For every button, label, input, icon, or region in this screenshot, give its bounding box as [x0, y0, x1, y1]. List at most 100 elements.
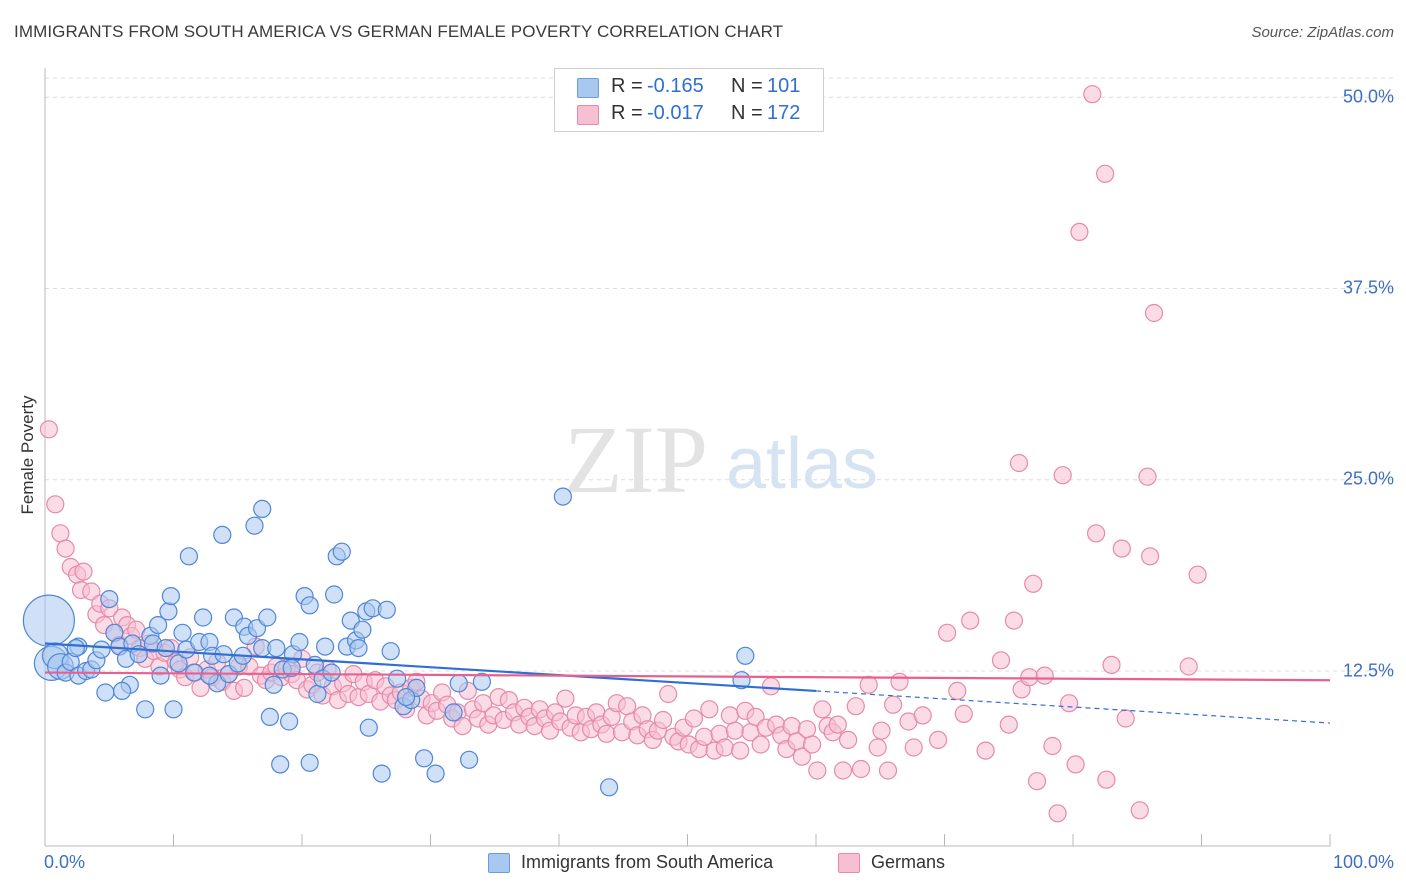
source-label: Source: ZipAtlas.com [1251, 24, 1394, 41]
pts-pink-point [1140, 547, 1160, 566]
pts-pink-point [828, 715, 847, 734]
pts-blue-point [194, 608, 213, 627]
pts-blue-point [377, 600, 396, 619]
pts-pink-point [883, 695, 903, 714]
pts-blue-point [271, 755, 290, 774]
trend-line-south-america [44, 642, 817, 693]
bottom-legend-swatch-blue [488, 853, 510, 873]
pts-blue-point [316, 637, 335, 656]
pts-pink-point [1043, 736, 1062, 756]
pts-blue-point [415, 749, 434, 768]
pts-blue-point [308, 684, 327, 704]
pts-blue-point [349, 638, 368, 658]
pts-pink-point [1102, 655, 1121, 675]
pts-pink-point [851, 759, 871, 779]
chart-title: IMMIGRANTS FROM SOUTH AMERICA VS GERMAN … [14, 22, 784, 41]
pts-pink-point [1070, 222, 1089, 241]
pts-pink-point [1144, 303, 1164, 323]
pts-pink-point [797, 720, 817, 739]
legend-n-value-pink: 172 [767, 102, 801, 124]
pts-pink-point [890, 672, 909, 691]
pts-pink-point [1179, 657, 1198, 676]
legend: R = -0.165 N = 101 R = -0.017 N = 172 [554, 68, 824, 132]
pts-pink-point [802, 735, 822, 754]
pts-blue-point [161, 586, 180, 606]
legend-n-label: N = [731, 75, 763, 97]
pts-pink-point [191, 678, 210, 698]
pts-blue-point [179, 547, 198, 566]
pts-blue-point [325, 585, 344, 604]
pts-pink-point [556, 689, 575, 708]
pts-blue-point [300, 596, 319, 615]
pts-blue-point [245, 516, 264, 535]
pts-pink-point [1004, 611, 1024, 630]
pts-pink-point [1027, 772, 1047, 791]
legend-r-label: R = [611, 102, 643, 124]
pts-blue-point [460, 750, 479, 769]
pts-pink-point [1009, 453, 1029, 473]
legend-row-pink: R = -0.017 N = 172 [555, 102, 823, 126]
pts-pink-point [833, 761, 853, 780]
pts-pink-point [1024, 574, 1043, 593]
pts-blue-point [92, 640, 111, 659]
pts-pink-point [961, 611, 980, 630]
pts-pink-point [1086, 524, 1106, 543]
pts-pink-point [1095, 164, 1115, 183]
grid-lines [45, 77, 1393, 672]
pts-pink-point [597, 724, 616, 743]
pts-blue-point [388, 669, 407, 688]
pts-pink-point [82, 582, 101, 601]
pts-blue-point [258, 608, 277, 627]
pts-blue-point [164, 700, 183, 719]
pts-blue-point [290, 632, 309, 652]
pts-blue-point [159, 602, 178, 621]
pts-blue-point [397, 687, 416, 707]
pts-blue-point [736, 646, 755, 665]
pts-blue-point [449, 674, 468, 693]
legend-n-value-blue: 101 [767, 75, 801, 97]
pts-pink-point [976, 741, 995, 760]
pts-pink-point [761, 677, 781, 696]
x-tick-0: 0.0% [44, 852, 86, 872]
watermark-zip: ZIP [564, 406, 708, 513]
legend-row-blue: R = -0.165 N = 101 [555, 75, 823, 99]
pts-blue-point [359, 718, 378, 737]
pts-pink-point [700, 700, 719, 719]
pts-pink-point [1083, 85, 1102, 104]
pts-pink-point [954, 704, 973, 724]
pts-pink-point [878, 761, 898, 780]
bottom-legend-swatch-pink [838, 853, 860, 873]
pts-blue-point [151, 666, 170, 685]
y-tick-12-5: 12.5% [1342, 660, 1394, 681]
pts-pink-point [617, 697, 637, 716]
trend-lines [44, 642, 1331, 724]
pts-pink-point [1048, 804, 1067, 823]
pts-blue-point [267, 638, 286, 658]
pts-blue-point [149, 615, 168, 635]
pts-blue-point [353, 620, 372, 639]
pts-pink-point [1188, 565, 1207, 584]
pts-blue-point [260, 707, 279, 727]
pts-pink-point [653, 710, 673, 730]
pts-blue-point [322, 663, 341, 682]
pts-blue-point [599, 778, 619, 797]
legend-r-label: R = [611, 75, 643, 97]
pts-pink-point [1112, 539, 1131, 558]
watermark-atlas: atlas [726, 424, 878, 504]
pts-pink-point [868, 738, 887, 757]
pts-pink-point [453, 716, 472, 736]
pts-pink-point [1066, 755, 1085, 774]
pts-pink-point [1130, 801, 1149, 820]
pts-pink-point [904, 738, 923, 757]
pts-pink-point [235, 678, 254, 698]
pts-blue-point [472, 672, 491, 691]
pts-pink-point [684, 709, 704, 728]
pts-pink-point [913, 706, 932, 725]
pts-blue-point [381, 642, 400, 661]
pts-blue-point [280, 712, 299, 731]
pts-pink-point [51, 524, 70, 543]
legend-swatch-pink [577, 105, 599, 125]
pts-blue-point [300, 753, 319, 772]
pts-blue-point [372, 764, 391, 783]
